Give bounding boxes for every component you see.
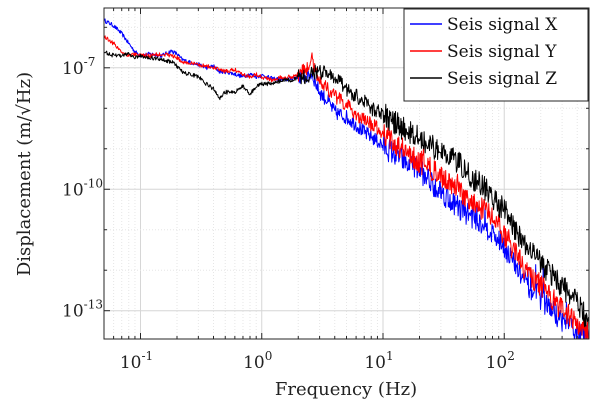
y-tick-label: 10-10 xyxy=(62,176,103,200)
legend-label-1: Seis signal X xyxy=(447,15,558,35)
y-tick-label: 10-7 xyxy=(62,55,95,79)
x-tick-label: 10-1 xyxy=(120,349,153,373)
x-axis-title: Frequency (Hz) xyxy=(275,379,417,400)
legend-label-3: Seis signal Z xyxy=(447,69,557,89)
x-tick-labels: 10-1 100 101 102 xyxy=(120,349,515,373)
series-line-3 xyxy=(104,50,589,329)
legend-label-2: Seis signal Y xyxy=(447,42,557,62)
y-tick-labels: 10-7 10-10 10-13 xyxy=(62,55,103,322)
x-tick-label: 101 xyxy=(364,349,393,373)
y-tick-label: 10-13 xyxy=(62,298,103,322)
x-tick-label: 102 xyxy=(486,349,515,373)
series-layer xyxy=(104,18,589,339)
series-line-2 xyxy=(104,35,589,339)
series-line-1 xyxy=(104,18,589,339)
legend: Seis signal X Seis signal Y Seis signal Z xyxy=(403,8,589,102)
y-axis-title: Displacement (m/√Hz) xyxy=(14,72,35,276)
x-tick-label: 100 xyxy=(243,349,272,373)
